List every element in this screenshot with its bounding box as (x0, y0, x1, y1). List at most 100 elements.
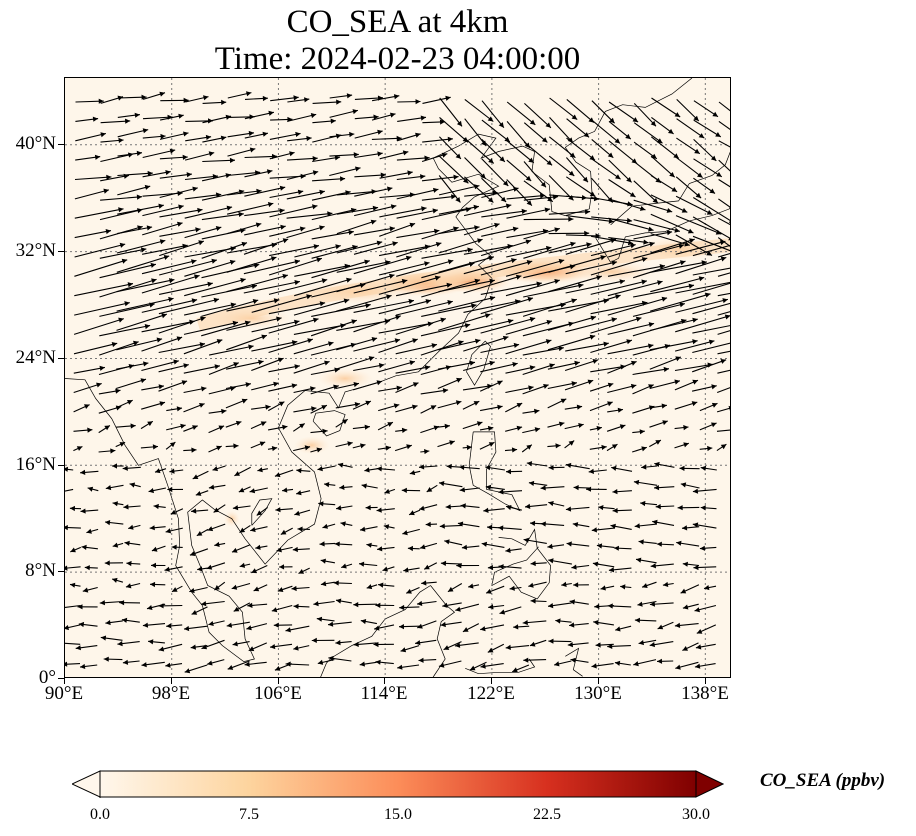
x-tick-mark (598, 678, 599, 684)
wind-vector-head (698, 276, 705, 282)
coastline (320, 585, 431, 677)
wind-vector-head (601, 444, 607, 450)
wind-vector (692, 282, 730, 295)
wind-vector-head (642, 583, 648, 588)
wind-vector (354, 205, 397, 217)
wind-vector (310, 319, 357, 337)
wind-vector (226, 256, 277, 273)
wind-vector-head (195, 227, 201, 233)
wind-vector (141, 320, 195, 333)
wind-vector-head (207, 526, 214, 532)
wind-vector (607, 344, 654, 355)
wind-vector-head (104, 425, 110, 431)
wind-vector-head (666, 230, 673, 236)
wind-vector-head (488, 197, 494, 203)
wind-vector-head (417, 623, 423, 629)
wind-vector-head (634, 617, 640, 623)
wind-vector-head (105, 229, 111, 235)
wind-vector-head (106, 174, 112, 180)
wind-vector-head (412, 382, 419, 388)
wind-vector (650, 155, 676, 178)
wind-vector-head (377, 151, 383, 157)
wind-vector-head (112, 577, 118, 583)
wind-vector (633, 161, 662, 184)
wind-vector-head (439, 523, 445, 529)
wind-vector-head (630, 383, 637, 389)
wind-vector-head (446, 282, 452, 288)
wind-vector-head (158, 603, 164, 609)
wind-vector-head (119, 600, 125, 606)
wind-vector-head (487, 524, 493, 530)
wind-vector-head (266, 169, 273, 175)
wind-vector (379, 171, 413, 179)
wind-vector (354, 174, 386, 178)
wind-vector-head (233, 606, 240, 612)
wind-vector-head (603, 341, 609, 347)
wind-vector-head (213, 507, 220, 513)
wind-vector-head (304, 445, 311, 451)
wind-vector (311, 304, 371, 317)
wind-vector (463, 204, 512, 217)
wind-vector (633, 103, 657, 127)
wind-vector (73, 342, 118, 355)
wind-vector (522, 298, 577, 317)
wind-vector-head (474, 225, 480, 231)
wind-vector-head (190, 644, 196, 650)
wind-vector-head (554, 227, 560, 233)
wind-vector-head (313, 601, 319, 607)
wind-vector-head (246, 625, 252, 631)
wind-vector-head (183, 131, 189, 137)
wind-vector-head (481, 140, 487, 146)
wind-vector-head (94, 154, 101, 160)
wind-vector (633, 199, 673, 213)
wind-vector-head (146, 225, 153, 231)
wind-vector (481, 227, 519, 237)
wind-vector-head (530, 598, 536, 604)
wind-vector (632, 368, 670, 376)
wind-vector-head (70, 582, 76, 588)
wind-vector-head (548, 501, 554, 507)
wind-vector-head (296, 468, 302, 474)
wind-vector-head (649, 642, 655, 648)
wind-vector-head (709, 188, 715, 194)
wind-vector (335, 356, 375, 370)
wind-vector-head (692, 317, 698, 323)
wind-vector-head (668, 128, 674, 134)
wind-vector-head (704, 585, 710, 591)
wind-vector (311, 231, 354, 240)
coastline (595, 206, 730, 263)
wind-vector-head (526, 444, 532, 450)
wind-vector-head (293, 603, 299, 609)
wind-vector-head (451, 194, 457, 200)
wind-vector-head (523, 657, 529, 663)
wind-vector-head (203, 95, 209, 101)
y-tick-mark (58, 251, 64, 252)
wind-vector-head (105, 620, 111, 626)
wind-vector-head (424, 365, 431, 371)
wind-vector-head (626, 339, 632, 345)
wind-vector-head (293, 645, 299, 651)
wind-vector-head (516, 403, 523, 408)
coastline (251, 498, 273, 526)
wind-vector-head (276, 547, 282, 553)
wind-vector (421, 248, 473, 259)
wind-vector (718, 140, 730, 148)
wind-vector-head (588, 117, 594, 123)
wind-vector (522, 347, 564, 356)
wind-vector (117, 172, 153, 177)
wind-vector (718, 120, 730, 130)
wind-vector-head (499, 156, 505, 162)
x-tick-label-138e: 138°E (681, 683, 729, 704)
wind-vector-head (365, 505, 371, 511)
wind-vector-head (248, 130, 254, 137)
wind-vector (565, 261, 618, 275)
wind-vector (565, 215, 614, 223)
wind-vector (633, 219, 681, 232)
x-tick-label-90e: 90°E (44, 683, 84, 704)
wind-vector-head (455, 197, 461, 203)
wind-vector-head (567, 137, 573, 143)
wind-vector-head (611, 444, 618, 449)
wind-vector-head (310, 113, 317, 119)
wind-vector (674, 363, 713, 372)
wind-vector (311, 245, 358, 259)
